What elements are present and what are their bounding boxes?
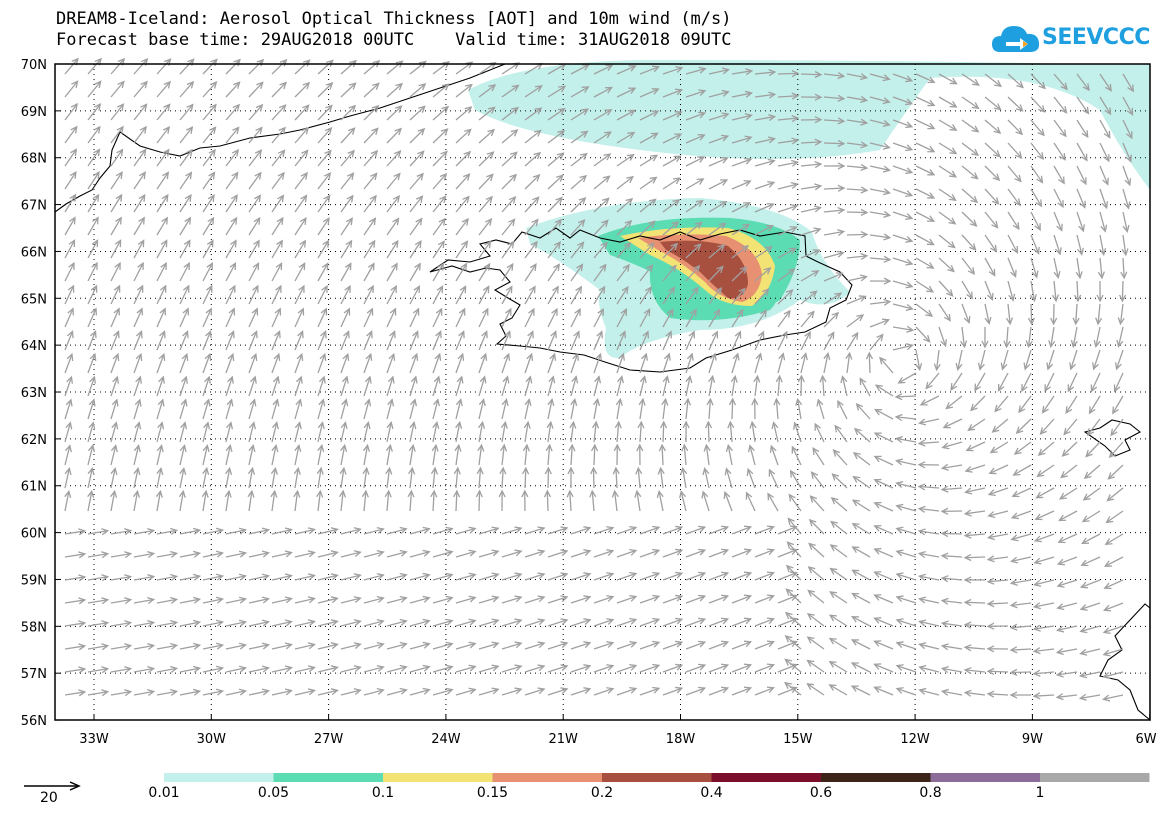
colorbar-label: 0.15	[476, 785, 509, 801]
lon-label: 30W	[197, 732, 227, 747]
lon-label: 33W	[79, 732, 109, 747]
lat-label: 56N	[21, 714, 47, 729]
map-subtitle: Forecast base time: 29AUG2018 00UTC Vali…	[56, 30, 732, 50]
longitude-labels: 33W 30W 27W 24W 21W 18W 15W 12W 9W 6W	[79, 732, 1156, 747]
lat-label: 61N	[21, 480, 47, 495]
aot-colorbar	[164, 773, 1150, 782]
lat-label: 67N	[21, 199, 47, 214]
colorbar-label: 0.4	[700, 785, 723, 801]
lat-label: 62N	[21, 433, 47, 448]
lon-label: 12W	[900, 732, 930, 747]
lat-label: 57N	[21, 667, 47, 682]
wind-reference-label: 20	[40, 790, 58, 806]
lon-label: 9W	[1022, 732, 1043, 747]
lon-label: 21W	[548, 732, 578, 747]
lat-label: 65N	[21, 292, 47, 307]
lat-label: 68N	[21, 152, 47, 167]
lat-label: 58N	[21, 620, 47, 635]
lat-label: 69N	[21, 105, 47, 120]
colorbar-label: 0.05	[257, 785, 290, 801]
coastlines	[54, 63, 1151, 722]
lon-label: 18W	[666, 732, 696, 747]
lat-label: 59N	[21, 573, 47, 588]
colorbar-label: 0.8	[919, 785, 942, 801]
colorbar-label: 0.2	[590, 785, 614, 801]
lat-label: 64N	[21, 339, 47, 354]
lat-label: 70N	[21, 58, 47, 73]
colorbar-label: 1	[1035, 785, 1045, 801]
colorbar-label: 0.01	[148, 785, 180, 801]
wind-vectors	[64, 57, 1134, 702]
axis-ticks	[55, 63, 1151, 721]
colorbar-segment	[383, 773, 493, 782]
colorbar-segment	[602, 773, 712, 782]
cloud-icon	[992, 26, 1040, 52]
colorbar-segment	[273, 773, 383, 782]
lat-label: 66N	[21, 245, 47, 260]
colorbar-segment	[821, 773, 931, 782]
logo-text: SEEVCCC	[1042, 25, 1150, 50]
colorbar-segment	[164, 773, 274, 782]
lon-label: 24W	[431, 732, 461, 747]
colorbar-segment	[930, 773, 1040, 782]
lon-label: 15W	[783, 732, 813, 747]
lat-label: 60N	[21, 527, 47, 542]
wind-reference-arrow	[24, 781, 81, 791]
lon-label: 6W	[1135, 732, 1156, 747]
colorbar-segment	[1040, 773, 1150, 782]
seevccc-logo: SEEVCCC	[990, 22, 1150, 56]
colorbar-label: 0.6	[809, 785, 833, 801]
lat-label: 63N	[21, 386, 47, 401]
map-title: DREAM8-Iceland: Aerosol Optical Thicknes…	[56, 9, 732, 29]
lon-label: 27W	[314, 732, 344, 747]
colorbar-segment	[711, 773, 821, 782]
colorbar-label: 0.1	[371, 785, 395, 801]
latitude-labels: 70N 69N 68N 67N 66N 65N 64N 63N 62N 61N 60N 59N 58N 5…	[21, 58, 47, 729]
colorbar-segment	[492, 773, 602, 782]
